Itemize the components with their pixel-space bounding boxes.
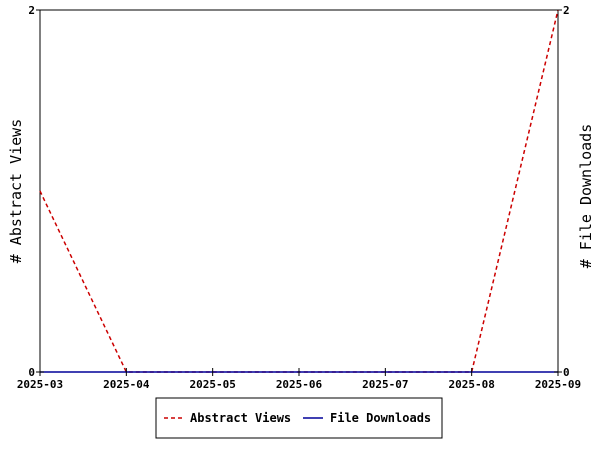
x-tick-label: 2025-03 [17, 378, 63, 391]
legend-box [155, 397, 443, 439]
x-tick-label: 2025-09 [535, 378, 581, 391]
y-axis-right-title: # File Downloads [577, 124, 595, 269]
legend-label-file-downloads: File Downloads [330, 411, 431, 425]
x-tick-label: 2025-04 [103, 378, 150, 391]
x-tick-label: 2025-05 [189, 378, 235, 391]
x-tick-label: 2025-07 [362, 378, 408, 391]
y-right-tick-label: 2 [563, 4, 570, 17]
plot-area [39, 9, 559, 373]
y-left-tick-label: 2 [28, 4, 35, 17]
y-axes: 0 2 0 2 [28, 4, 569, 379]
y-left-tick-label: 0 [28, 366, 35, 379]
legend-label-abstract-views: Abstract Views [190, 411, 291, 425]
legend: Abstract Views File Downloads [155, 397, 443, 439]
y-axis-left-title: # Abstract Views [7, 119, 25, 264]
x-axis: 2025-03 2025-04 2025-05 2025-06 2025-07 2025-… [17, 368, 581, 391]
y-right-tick-label: 0 [563, 366, 570, 379]
x-tick-label: 2025-06 [276, 378, 323, 391]
x-tick-label: 2025-08 [448, 378, 494, 391]
